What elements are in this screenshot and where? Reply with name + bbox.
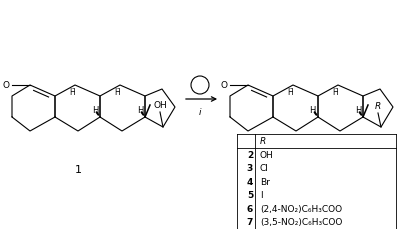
Text: Cl: Cl	[260, 164, 269, 172]
Text: Ḧ: Ḧ	[69, 88, 75, 97]
Text: Ḧ: Ḧ	[287, 88, 293, 97]
Text: H: H	[355, 106, 361, 114]
Text: (2,4-NO₂)C₆H₃COO: (2,4-NO₂)C₆H₃COO	[260, 204, 342, 213]
Text: 2: 2	[247, 150, 253, 159]
Text: OH: OH	[260, 150, 274, 159]
Text: O: O	[220, 80, 228, 89]
Text: Ḧ: Ḧ	[332, 88, 338, 97]
Text: R: R	[375, 101, 381, 111]
Text: 5: 5	[247, 191, 253, 199]
Text: H: H	[310, 106, 316, 114]
Text: 4: 4	[247, 177, 253, 186]
Text: OH: OH	[153, 101, 167, 109]
Text: H: H	[137, 106, 143, 114]
Text: Br: Br	[260, 177, 270, 186]
Text: 7: 7	[247, 217, 253, 226]
Text: H: H	[92, 106, 98, 114]
Text: I: I	[260, 191, 263, 199]
Text: 6: 6	[247, 204, 253, 213]
Text: R: R	[260, 137, 266, 146]
Text: (3,5-NO₂)C₆H₃COO: (3,5-NO₂)C₆H₃COO	[260, 217, 342, 226]
Text: O: O	[2, 80, 10, 89]
Text: i: i	[199, 108, 201, 117]
Text: 1: 1	[74, 164, 82, 174]
Text: Ḧ: Ḧ	[114, 88, 120, 97]
Text: 3: 3	[247, 164, 253, 172]
